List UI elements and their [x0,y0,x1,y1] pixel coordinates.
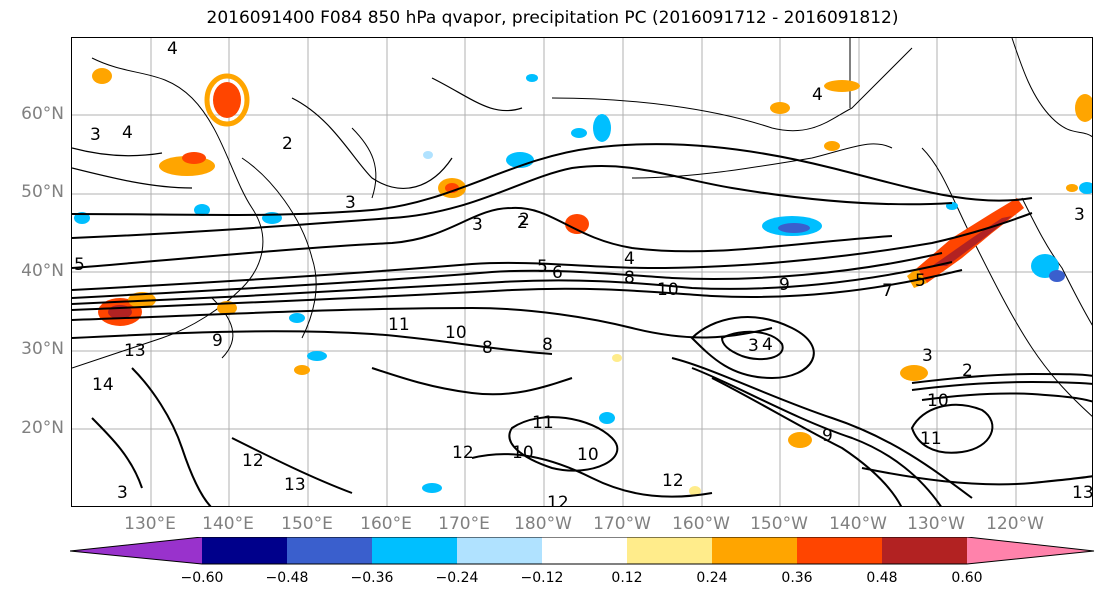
lon-label-170w: 170°W [593,514,651,534]
lon-label-160w: 160°W [672,514,730,534]
colorbar-tick: 0.48 [866,570,898,586]
colorbar-segment-9 [882,537,967,564]
colorbar-tick: 0.24 [696,570,728,586]
colorbar-segment-8 [797,537,882,564]
lon-label-130w: 130°W [907,514,965,534]
lon-label-140e: 140°E [202,514,254,534]
contour-label: 10 [927,391,949,411]
contour-label: 10 [512,443,534,463]
colorbar-segment-1 [202,537,287,564]
colorbar-tick: 0.60 [951,570,983,586]
lon-label-130e: 130°E [124,514,176,534]
contour-label: 2 [282,134,293,154]
colorbar-segment-0 [70,537,202,564]
contour-label: 4 [812,85,823,105]
colorbar-segment-7 [712,537,797,564]
contour-label: 4 [167,39,178,59]
colorbar-segment-10 [967,537,1094,564]
lat-label-20n: 20°N [21,418,64,438]
contour-label: 8 [542,335,553,355]
lon-label-160e: 160°E [360,514,412,534]
lon-label-170e: 170°E [438,514,490,534]
contour-label: 4 [624,249,635,269]
contour-label: 3 [90,125,101,145]
contour-label: 13 [1072,483,1093,503]
lat-label-30n: 30°N [21,339,64,359]
colorbar-segment-3 [372,537,457,564]
lon-label-140w: 140°W [829,514,887,534]
contour-label: 10 [657,280,679,300]
contour-label: 3 [345,193,356,213]
contour-label: 8 [624,268,635,288]
map-panel: 4 3 4 2 2 3 3 2 5 6 4 8 10 9 7 5 11 10 8… [71,37,1093,507]
colorbar-segment-2 [287,537,372,564]
contour-label: 2 [519,210,530,230]
contour-label: 3 [1074,205,1085,225]
colorbar-tick: −0.12 [520,570,564,586]
gridlines [72,38,1092,506]
contour-label: 12 [547,493,569,507]
lat-label-50n: 50°N [21,182,64,202]
map-canvas: 4 3 4 2 2 3 3 2 5 6 4 8 10 9 7 5 11 10 8… [72,38,1093,507]
precip-positive [92,68,1092,496]
qvapor-contours [72,143,1092,506]
contour-label: 11 [532,413,554,433]
qvapor-contours-thin [72,77,523,189]
lon-label-150e: 150°E [281,514,333,534]
colorbar-segment-4 [457,537,542,564]
contour-label: 8 [482,338,493,358]
contour-label: 10 [445,323,467,343]
colorbar-tick: 0.12 [611,570,643,586]
contour-label: 4 [122,123,133,143]
contour-label: 3 [472,215,483,235]
contour-label: 9 [212,331,223,351]
contour-label: 11 [920,429,942,449]
precip-negative [74,74,1092,493]
contour-label: 5 [537,257,548,277]
lon-label-150w: 150°W [750,514,808,534]
lat-label-60n: 60°N [21,104,64,124]
contour-label: 3 [117,483,128,503]
contour-label: 2 [962,361,973,381]
colorbar-tick: 0.36 [781,570,813,586]
contour-labels: 4 3 4 2 2 3 3 2 5 6 4 8 10 9 7 5 11 10 8… [74,39,1093,507]
contour-label: 13 [124,341,146,361]
lon-label-120w: 120°W [986,514,1044,534]
contour-label: 12 [452,443,474,463]
colorbar [70,537,1095,565]
contour-label: 4 [762,335,773,355]
colorbar-tick: −0.24 [435,570,479,586]
contour-label: 9 [779,275,790,295]
lon-label-180w: 180°W [514,514,572,534]
colorbar-tick: −0.36 [350,570,394,586]
contour-label: 3 [922,346,933,366]
contour-label: 14 [92,375,114,395]
contour-label: 9 [822,426,833,446]
colorbar-tick: −0.60 [180,570,224,586]
contour-label: 2 [517,213,528,233]
contour-label: 5 [915,271,926,291]
contour-label: 5 [74,255,85,275]
lat-label-40n: 40°N [21,261,64,281]
contour-label: 12 [242,451,264,471]
contour-label: 6 [552,263,563,283]
colorbar-segment-6 [627,537,712,564]
colorbar-outline [70,537,1095,565]
contour-label: 13 [284,475,306,495]
map-title: 2016091400 F084 850 hPa qvapor, precipit… [206,8,899,28]
contour-label: 11 [388,315,410,335]
colorbar-segment-5 [542,537,627,564]
contour-label: 12 [662,471,684,491]
colorbar-tick: −0.48 [265,570,309,586]
contour-label: 7 [882,281,893,301]
contour-label: 10 [577,445,599,465]
coastlines [72,38,1092,417]
contour-label: 3 [748,336,759,356]
